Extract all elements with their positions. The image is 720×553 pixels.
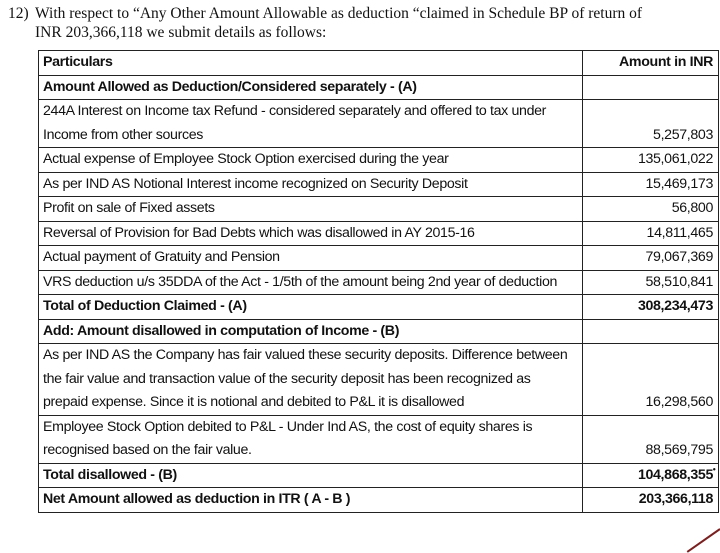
table-row: Employee Stock Option debited to P&L - U… bbox=[38, 414, 719, 464]
pen-stroke bbox=[686, 528, 720, 553]
particular-cell: Amount Allowed as Deduction/Considered s… bbox=[38, 74, 583, 100]
particular-cell: Reversal of Provision for Bad Debts whic… bbox=[38, 220, 583, 246]
deduction-table: Particulars Amount in INR Amount Allowed… bbox=[38, 50, 719, 513]
particular-cell: Actual expense of Employee Stock Option … bbox=[38, 147, 583, 173]
amount-cell: 135,061,022 bbox=[582, 147, 719, 173]
particular-cell: Employee Stock Option debited to P&L - U… bbox=[38, 414, 583, 464]
item-number: 12) bbox=[8, 5, 29, 22]
particular-cell: Total disallowed - (B) bbox=[38, 462, 583, 488]
particular-cell: Actual payment of Gratuity and Pension bbox=[38, 245, 583, 271]
amount-cell: 203,366,118 bbox=[582, 487, 719, 513]
amount-cell: 5,257,803 bbox=[582, 99, 719, 148]
table-row: 244A Interest on Income tax Refund - con… bbox=[38, 99, 719, 148]
particular-cell: VRS deduction u/s 35DDA of the Act - 1/5… bbox=[38, 269, 583, 295]
particular-cell: 244A Interest on Income tax Refund - con… bbox=[38, 99, 583, 148]
table-row: Net Amount allowed as deduction in ITR (… bbox=[38, 487, 719, 513]
header-particulars: Particulars bbox=[38, 50, 583, 76]
particular-cell: Total of Deduction Claimed - (A) bbox=[38, 294, 583, 320]
header-amount: Amount in INR bbox=[582, 50, 719, 76]
table-row: Actual expense of Employee Stock Option … bbox=[38, 147, 719, 173]
table-row: As per IND AS Notional Interest income r… bbox=[38, 171, 719, 197]
table-row: Add: Amount disallowed in computation of… bbox=[38, 318, 719, 344]
table-header-row: Particulars Amount in INR bbox=[38, 50, 719, 76]
amount-cell: 79,067,369 bbox=[582, 245, 719, 271]
amount-cell: 58,510,841 bbox=[582, 269, 719, 295]
table-row: Profit on sale of Fixed assets 56,800 bbox=[38, 196, 719, 222]
table-row: Total disallowed - (B) 104,868,355 bbox=[38, 462, 719, 488]
amount-cell bbox=[582, 74, 719, 100]
amount-cell: 16,298,560 bbox=[582, 343, 719, 416]
intro-line-1: With respect to “Any Other Amount Allowa… bbox=[35, 5, 643, 22]
amount-cell: 88,569,795 bbox=[582, 414, 719, 464]
amount-cell: 56,800 bbox=[582, 196, 719, 222]
amount-cell: 308,234,473 bbox=[582, 294, 719, 320]
amount-cell: 15,469,173 bbox=[582, 171, 719, 197]
amount-cell: 104,868,355 bbox=[582, 462, 719, 488]
particular-cell: As per IND AS the Company has fair value… bbox=[38, 343, 583, 416]
table-row: As per IND AS the Company has fair value… bbox=[38, 343, 719, 416]
table-row: Total of Deduction Claimed - (A) 308,234,… bbox=[38, 294, 719, 320]
amount-cell bbox=[582, 318, 719, 344]
particular-cell: Add: Amount disallowed in computation of… bbox=[38, 318, 583, 344]
intro-paragraph: 12) With respect to “Any Other Amount All… bbox=[8, 4, 642, 42]
table-row: Actual payment of Gratuity and Pension 79… bbox=[38, 245, 719, 271]
particular-cell: Net Amount allowed as deduction in ITR (… bbox=[38, 487, 583, 513]
amount-cell: 14,811,465 bbox=[582, 220, 719, 246]
particular-cell: As per IND AS Notional Interest income r… bbox=[38, 171, 583, 197]
table-row: Amount Allowed as Deduction/Considered s… bbox=[38, 74, 719, 100]
stray-mark: • bbox=[712, 465, 716, 476]
table-row: Reversal of Provision for Bad Debts whic… bbox=[38, 220, 719, 246]
intro-line-2: INR 203,366,118 we submit details as fol… bbox=[35, 24, 327, 41]
particular-cell: Profit on sale of Fixed assets bbox=[38, 196, 583, 222]
table-row: VRS deduction u/s 35DDA of the Act - 1/5… bbox=[38, 269, 719, 295]
